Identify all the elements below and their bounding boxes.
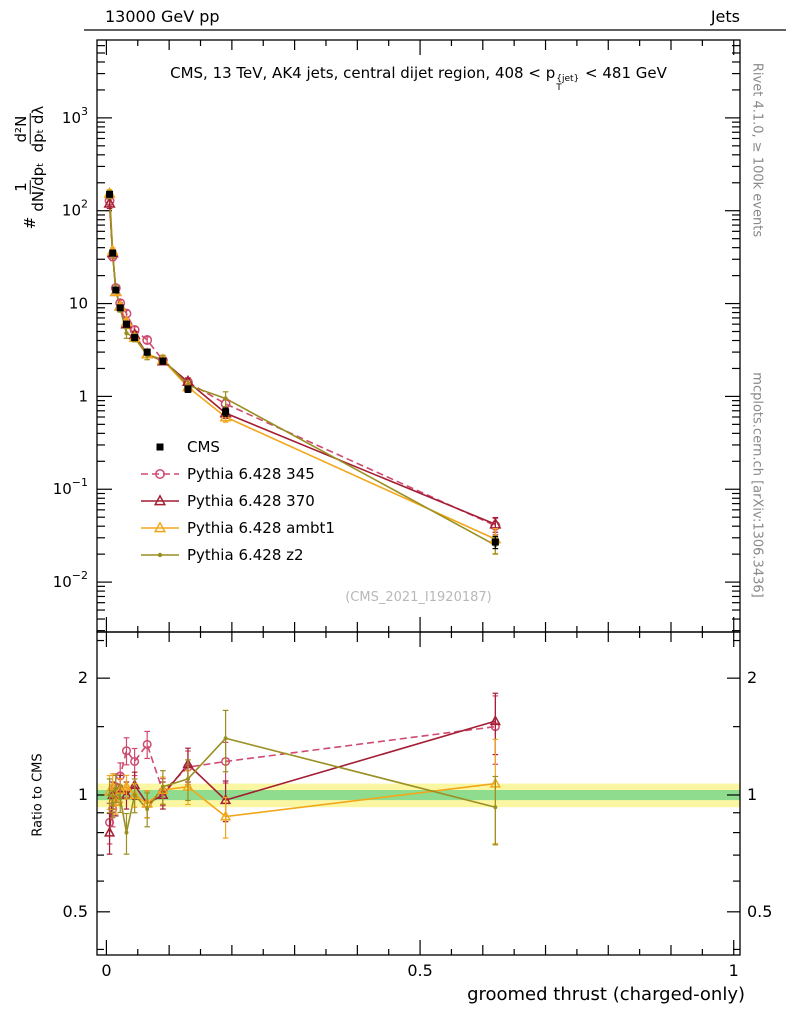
rivet-version-label: Rivet 4.1.0, ≥ 100k events [749,62,765,238]
svg-text:10−1: 10−1 [53,476,88,498]
ratio-axis-label: Ratio to CMS [30,753,46,837]
legend-label-pythia-6-428-370: Pythia 6.428 370 [187,492,315,510]
y-axis-label-frac1: 1 dN/dpₜ [11,162,47,212]
legend-label-cms: CMS [187,438,220,456]
axis-ticks [97,40,740,955]
ratio-points-pythia-6-428-345 [105,695,500,845]
beam-energy-label: 13000 GeV pp [105,7,220,26]
mcplots-reference-label: mcplots.cern.ch [arXiv:1306.3436] [749,372,765,598]
legend-item-cms: CMS [156,438,220,456]
svg-text:1: 1 [78,387,88,405]
svg-text:0: 0 [101,961,111,980]
svg-text:103: 103 [62,105,88,127]
svg-text:0.5: 0.5 [63,902,88,921]
plot-title-sup: {jet} [556,74,580,84]
plot-title-sub: T [556,83,562,93]
ratio-panel-series [103,692,501,855]
legend-item-pythia-6-428-370: Pythia 6.428 370 [141,492,315,510]
y-axis-label: # 1 dN/dpₜ d²N dpₜ dλ [11,101,47,230]
svg-text:2: 2 [747,668,757,687]
legend-label-pythia-6-428-z2: Pythia 6.428 z2 [187,546,304,564]
ratio-points-pythia-6-428-370 [103,692,501,855]
curve-pythia-6-428-ambt1 [108,193,496,540]
ratio-uncertainty-bands [97,783,740,808]
svg-text:1: 1 [729,961,739,980]
pt-jet-supsub: {jet} T [556,75,579,93]
legend-item-pythia-6-428-345: Pythia 6.428 345 [141,465,315,483]
plot-title: CMS, 13 TeV, AK4 jets, central dijet reg… [97,64,740,93]
plot-title-pre: CMS, 13 TeV, AK4 jets, central dijet reg… [170,64,556,82]
analysis-id-watermark: (CMS_2021_I1920187) [345,590,492,605]
legend-label-pythia-6-428-ambt1: Pythia 6.428 ambt1 [187,519,335,537]
top-panel-series [103,186,502,555]
svg-text:1: 1 [78,785,88,804]
svg-text:10: 10 [69,295,88,313]
legend-item-pythia-6-428-z2: Pythia 6.428 z2 [141,546,304,564]
ratio-curve-pythia-6-428-345 [108,725,496,823]
legend-item-pythia-6-428-ambt1: Pythia 6.428 ambt1 [141,519,335,537]
ratio-points-pythia-6-428-z2 [106,709,499,855]
ratio-curve-pythia-6-428-370 [108,720,496,833]
analysis-type-label: Jets [710,7,740,26]
tick-labels: 10−2 10−1 1 10 102 103 0.5 0.5 1 1 2 2 0 0.5 1 [53,105,773,980]
panel-frames [96,39,741,956]
legend-label-pythia-6-428-345: Pythia 6.428 345 [187,465,315,483]
plot-title-post: < 481 GeV [585,64,667,82]
svg-text:10−2: 10−2 [53,569,88,591]
svg-text:102: 102 [62,198,88,220]
y-axis-label-hash: # [21,216,39,230]
points-cms [106,190,499,550]
svg-text:1: 1 [747,785,757,804]
x-axis-label: groomed thrust (charged-only) [467,984,745,1005]
svg-text:0.5: 0.5 [747,902,772,921]
legend: CMS Pythia 6.428 345 Pythia 6.428 370 Pythi… [141,438,335,564]
svg-text:2: 2 [78,668,88,687]
svg-text:0.5: 0.5 [407,961,432,980]
y-axis-label-frac2: d²N dpₜ dλ [11,105,47,153]
